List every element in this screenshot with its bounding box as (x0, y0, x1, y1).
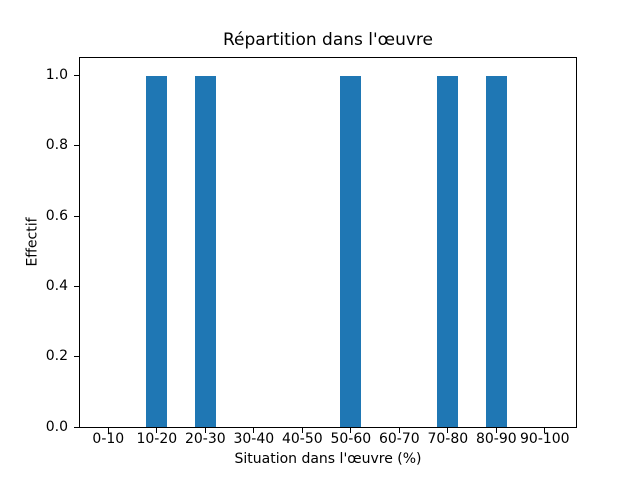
x-tick-mark (204, 427, 206, 433)
bar (340, 75, 362, 427)
x-tick-label: 90-100 (520, 431, 570, 447)
x-tick-label: 10-20 (136, 431, 178, 447)
x-tick-mark (107, 427, 109, 433)
bar (146, 75, 168, 427)
y-tick-mark (74, 356, 80, 358)
x-tick-label: 50-60 (330, 431, 372, 447)
y-tick-mark (74, 145, 80, 147)
plot-area: 0-10 10-20 20-30 30-40 40-50 50-60 60-70 70-80 8… (46, 57, 577, 447)
y-tick-label: 1.0 (45, 67, 68, 84)
y-tick-label: 0.2 (45, 348, 68, 365)
y-tick-label: 0.0 (45, 418, 68, 435)
x-tick-label: 60-70 (378, 431, 420, 447)
x-tick-mark (447, 427, 449, 433)
chart-title: Répartition dans l'œuvre (222, 30, 433, 50)
x-tick-mark (398, 427, 400, 433)
x-tick-label: 70-80 (427, 431, 469, 447)
x-tick-mark (301, 427, 303, 433)
x-tick-mark (350, 427, 352, 433)
y-tick-mark (74, 215, 80, 217)
y-tick-label: 0.8 (45, 137, 68, 154)
y-tick-label: 0.4 (45, 277, 68, 294)
x-tick-label: 80-90 (475, 431, 517, 447)
y-tick-mark (74, 75, 80, 77)
x-tick-mark (495, 427, 497, 433)
y-axis-label: Effectif (24, 217, 41, 267)
y-tick-mark (74, 285, 80, 287)
bar (485, 75, 507, 427)
y-tick-mark (74, 426, 80, 428)
x-tick-label: 30-40 (233, 431, 275, 447)
bar (194, 75, 216, 427)
x-tick-mark (253, 427, 255, 433)
x-tick-label: 40-50 (281, 431, 323, 447)
x-axis-label: Situation dans l'œuvre (%) (234, 451, 422, 467)
y-tick-label: 0.6 (45, 207, 68, 224)
x-tick-mark (156, 427, 158, 433)
x-tick-label: 20-30 (184, 431, 226, 447)
bar (437, 75, 459, 427)
x-tick-label: 0-10 (92, 431, 125, 447)
x-tick-mark (544, 427, 546, 433)
